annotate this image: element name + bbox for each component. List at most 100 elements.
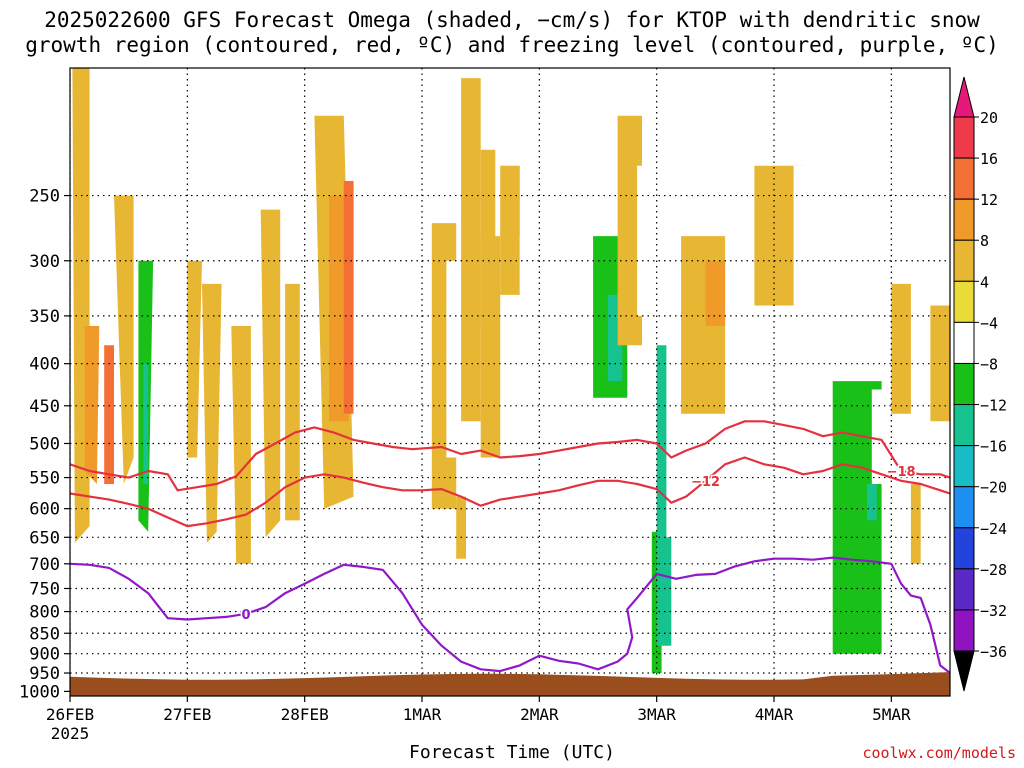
y-tick-label-650: 650	[29, 528, 60, 548]
colorbar-segment-11	[953, 568, 975, 611]
colorbar-label-3: 8	[980, 232, 989, 250]
colorbar-label-8: −16	[980, 438, 1007, 456]
omega-region-20	[461, 78, 481, 422]
colorbar-segment-7	[953, 404, 975, 447]
colorbar-segment-10	[953, 527, 975, 570]
chart-title-line-1: 2025022600 GFS Forecast Omega (shaded, −…	[44, 8, 980, 32]
colorbar-segment-9	[953, 486, 975, 529]
colorbar-label-6: −8	[980, 355, 998, 373]
x-tick-label-1MAR: 1MAR	[403, 705, 442, 724]
omega-region-35	[705, 260, 726, 326]
x-tick-label-3MAR: 3MAR	[637, 705, 676, 724]
contour-line--18	[70, 420, 950, 492]
colorbar-label-12: −32	[980, 602, 1007, 620]
temperature-contours: −18−120	[70, 420, 950, 674]
colorbar-under-arrow	[953, 650, 975, 692]
colorbar-segment-2	[953, 198, 975, 241]
omega-shading	[72, 68, 950, 673]
y-tick-label-1000: 1000	[19, 682, 60, 702]
omega-region-30	[637, 165, 657, 316]
omega-region-10	[260, 209, 281, 538]
omega-region-14	[343, 181, 354, 414]
colorbar-label-1: 16	[980, 150, 998, 168]
omega-region-11	[285, 283, 300, 521]
colorbar-label-4: 4	[980, 273, 989, 291]
colorbar-label-10: −24	[980, 520, 1007, 538]
omega-region-24	[500, 165, 520, 295]
omega-region-2	[104, 345, 114, 484]
y-tick-label-350: 350	[29, 307, 60, 327]
omega-region-45	[910, 484, 921, 564]
plot-border	[69, 67, 951, 697]
omega-region-25	[519, 236, 530, 316]
y-tick-label-500: 500	[29, 434, 60, 454]
plot-frame	[69, 67, 951, 697]
omega-region-44	[891, 283, 911, 414]
y-axis-ticks: 2503003504004505005506006507007508008509…	[19, 187, 70, 702]
colorbar-label-2: 12	[980, 191, 998, 209]
omega-region-6	[162, 283, 188, 471]
y-tick-label-300: 300	[29, 252, 60, 272]
omega-region-38	[793, 165, 809, 326]
contour-label--12: −12	[691, 475, 720, 490]
colorbar-segment-1	[953, 157, 975, 200]
x-axis-label: Forecast Time (UTC)	[409, 742, 615, 763]
y-tick-label-800: 800	[29, 603, 60, 623]
colorbar-label-13: −36	[980, 643, 1007, 661]
colorbar-segment-3	[953, 239, 975, 282]
colorbar-segment-8	[953, 445, 975, 488]
omega-region-33	[666, 260, 682, 538]
colorbar-over-arrow	[953, 76, 975, 118]
y-tick-label-850: 850	[29, 624, 60, 644]
contour-line-0	[70, 556, 950, 674]
omega-region-42	[866, 484, 877, 521]
y-tick-label-400: 400	[29, 355, 60, 375]
omega-region-9	[231, 326, 251, 564]
omega-region-15	[353, 315, 374, 509]
y-tick-label-250: 250	[29, 187, 60, 207]
omega-region-37	[754, 165, 804, 306]
x-tick-label-5MAR: 5MAR	[872, 705, 911, 724]
omega-region-29	[617, 115, 642, 346]
y-tick-label-450: 450	[29, 397, 60, 417]
omega-region-5	[143, 363, 149, 484]
y-tick-label-950: 950	[29, 664, 60, 684]
chart-title: 2025022600 GFS Forecast Omega (shaded, −…	[0, 8, 1024, 58]
colorbar-segment-0	[953, 116, 975, 159]
colorbar-label-7: −12	[980, 397, 1007, 415]
colorbar-segment-4	[953, 280, 975, 323]
colorbar-segment-5	[953, 321, 975, 364]
x-tick-label-26FEB: 26FEB	[46, 705, 94, 724]
omega-region-23	[480, 149, 496, 326]
omega-region-39	[818, 115, 848, 306]
ground-fill	[70, 672, 950, 696]
x-tick-sublabel: 2025	[51, 724, 90, 743]
x-tick-label-28FEB: 28FEB	[281, 705, 329, 724]
colorbar-segment-12	[953, 609, 975, 652]
omega-region-19	[446, 260, 462, 458]
colorbar-label-5: −4	[980, 314, 998, 332]
contour-label-0: 0	[241, 608, 250, 623]
colorbar-segment-6	[953, 362, 975, 406]
omega-region-3	[114, 195, 134, 484]
x-tick-label-4MAR: 4MAR	[755, 705, 794, 724]
omega-region-26	[573, 195, 589, 316]
colorbar-label-0: 20	[980, 109, 998, 127]
x-tick-label-27FEB: 27FEB	[163, 705, 211, 724]
omega-region-1	[84, 326, 100, 484]
x-tick-label-2MAR: 2MAR	[520, 705, 559, 724]
y-tick-label-900: 900	[29, 645, 60, 665]
omega-region-7	[187, 260, 202, 458]
omega-region-22	[456, 496, 466, 559]
omega-region-41	[832, 381, 882, 654]
contour-line--12	[70, 456, 950, 528]
site-credit: coolwx.com/models	[862, 744, 1016, 762]
chart-title-line-2: growth region (contoured, red, ºC) and f…	[25, 33, 999, 57]
omega-region-43	[871, 389, 892, 484]
colorbar-label-9: −20	[980, 479, 1007, 497]
y-tick-label-600: 600	[29, 500, 60, 520]
colorbar: 20 16 12 8 4 −4 −8 −12 −16 −20 −24 −28 −32 −36	[953, 76, 1007, 692]
y-tick-label-750: 750	[29, 579, 60, 599]
